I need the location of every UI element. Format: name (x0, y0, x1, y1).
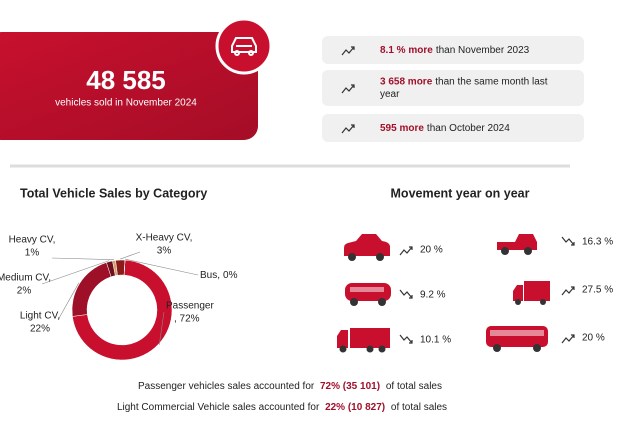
movement-title: Movement year on year (391, 186, 530, 200)
highlight-emphasis: 8.1 % more (380, 45, 433, 56)
highlight-detail: year (380, 89, 400, 100)
movement-value: 10.1 % (420, 335, 451, 346)
leader-line (41, 260, 110, 285)
summary-card (0, 32, 258, 140)
footer-text: of total sales (386, 381, 442, 392)
highlight-pill (322, 70, 584, 106)
footer-text: Passenger vehicles sales accounted for (138, 381, 315, 392)
donut-chart: Passenger , 72% Light CV, 22% Medium CV, 2% He… (0, 233, 238, 361)
car-icon (231, 37, 257, 56)
segment-value: 22% (30, 324, 50, 335)
highlight-detail: than November 2023 (436, 45, 530, 56)
footer-emphasis: 72% (35 101) (320, 381, 380, 392)
arrow-down (399, 289, 413, 299)
leader-line (57, 282, 80, 321)
segment-value: , 72% (174, 314, 200, 325)
movement-value: 16.3 % (582, 237, 613, 248)
arrow-up (561, 334, 575, 344)
segment-label: Passenger (166, 301, 214, 312)
arrow-down (561, 236, 575, 246)
movement-value: 27.5 % (582, 285, 613, 296)
donut-segment (71, 262, 112, 317)
footer-emphasis: 22% (10 827) (325, 402, 385, 413)
leader-line (124, 258, 199, 276)
segment-value: 3% (157, 246, 172, 257)
segment-label: Light CV, (20, 311, 60, 322)
movement-value: 20 % (582, 333, 605, 344)
highlight-detail: than October 2024 (427, 123, 510, 134)
highlight-pill (322, 114, 584, 142)
car-icon (344, 234, 390, 261)
arrow-down (399, 334, 413, 344)
total-sales: 48 585 (86, 65, 166, 95)
segment-value: 1% (25, 248, 40, 259)
chart-title: Total Vehicle Sales by Category (20, 186, 207, 200)
highlight-text: 8.1 % more than November 2023 (380, 45, 530, 56)
arrow-up (399, 246, 413, 256)
arrow-up (341, 46, 355, 56)
segment-label: Bus, 0% (200, 270, 238, 281)
highlight-emphasis: 595 more (380, 123, 424, 134)
segment-value: 2% (17, 286, 32, 297)
footer-line: Passenger vehicles sales accounted for 7… (138, 381, 442, 392)
highlight-text: 3 658 more than the same month last (380, 76, 548, 87)
arrow-up (341, 84, 355, 94)
highlight-emphasis: 3 658 more (380, 76, 433, 87)
highlights (322, 36, 584, 142)
truck-icon (513, 281, 550, 305)
footer-text: of total sales (391, 402, 447, 413)
footer-line: Light Commercial Vehicle sales accounted… (117, 402, 447, 413)
trend-arrows (341, 46, 575, 344)
bus-icon (486, 326, 548, 352)
pickup-icon (497, 234, 537, 255)
footer-text: Light Commercial Vehicle sales accounted… (117, 402, 320, 413)
segment-label: X-Heavy CV, (136, 233, 193, 244)
leader-line (51, 257, 114, 260)
segment-category: Bus, (200, 270, 220, 281)
leader-line (158, 311, 165, 345)
highlight-text: 595 more than October 2024 (380, 123, 510, 134)
leader-line (120, 251, 141, 260)
arrow-up (341, 124, 355, 134)
donut-segment (115, 259, 126, 276)
segment-label: Medium CV, (0, 273, 51, 284)
segment-value: 0% (223, 270, 238, 281)
heavy-truck-icon (337, 328, 390, 353)
movement-value: 20 % (420, 245, 443, 256)
vehicle-icons (337, 234, 550, 353)
arrow-up (561, 286, 575, 296)
segment-label: Heavy CV, (9, 235, 56, 246)
highlight-pill (322, 36, 584, 64)
movement-value: 9.2 % (420, 290, 446, 301)
minibus-icon (345, 283, 391, 306)
total-caption: vehicles sold in November 2024 (55, 98, 197, 109)
donut-segment (72, 259, 173, 361)
highlight-detail: than the same month last (435, 76, 548, 87)
donut-segment (123, 260, 126, 276)
